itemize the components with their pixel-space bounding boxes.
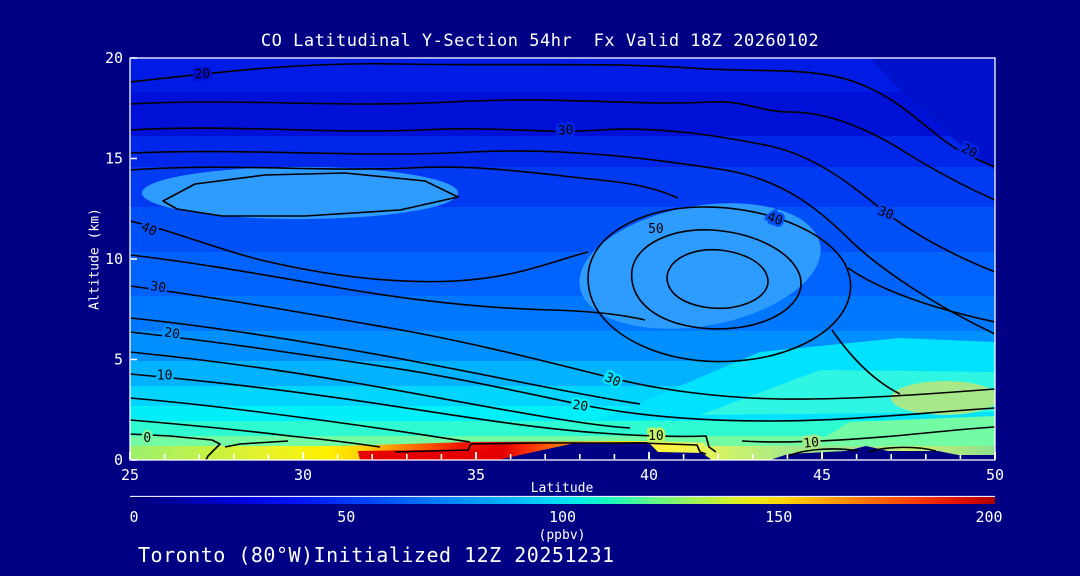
contour-line [741,426,995,443]
contour-line [847,267,995,323]
y-tick-label: 20 [105,49,123,67]
colorbar-tick-label: 100 [549,508,576,526]
chart-title: CO Latitudinal Y-Section 54hr Fx Valid 1… [260,31,820,51]
colorbar-unit-label: (ppbv) [538,528,586,543]
contour-line [130,397,471,443]
contour-label: 10 [648,429,664,444]
contour-line [831,329,901,395]
colorbar-tick-label: 150 [765,508,792,526]
contour-line [130,127,995,273]
colorbar-tick-label: 50 [337,508,355,526]
contour-line [630,229,802,330]
contour-line [130,373,717,453]
surface-red-core [358,449,505,460]
contour-label: 30 [149,279,167,296]
contour-label: 50 [648,222,664,237]
contour-line [130,150,995,335]
contour-line [130,99,995,201]
x-axis-label: Latitude [530,481,594,496]
x-tick-label: 35 [467,466,485,484]
y-tick-label: 15 [105,150,123,168]
x-tick-label: 25 [121,466,139,484]
contour-line [666,248,769,310]
contour-line [130,331,995,422]
contour-label: 20 [571,398,589,415]
contour-label: 30 [557,123,574,139]
colorbar-tick-label: 200 [975,508,1002,526]
contour-line [224,440,289,448]
y-tick-label: 10 [105,250,123,268]
x-tick-label: 45 [813,466,831,484]
contour-line [130,254,646,321]
x-tick-label: 40 [640,466,658,484]
contour-line [867,446,937,453]
contour-line [130,285,995,400]
y-tick-label: 0 [114,451,123,469]
fill-band [130,436,995,446]
x-tick-label: 50 [986,466,1004,484]
light-blue-patch-max [579,203,821,329]
contour-line [162,172,459,217]
contour-line [130,433,221,460]
contour-label: 20 [194,67,211,83]
plot-frame [129,57,996,461]
terrain-mask [497,442,712,460]
y-tick-label: 5 [114,351,123,369]
contour-line [130,166,679,199]
contour-label: 20 [163,325,181,342]
y-axis-label: Altitude (km) [87,208,103,310]
fill-band [130,58,995,92]
contour-line [394,442,707,455]
contour-line [130,317,641,405]
yellow-green-patch-right [891,381,995,415]
fill-band [130,296,995,331]
init-info-text: Toronto (80°W)Initialized 12Z 20251231 [138,543,615,567]
contour-line [130,351,631,429]
contour-line [787,448,859,457]
colorbar [130,497,995,504]
contour-line [130,62,995,168]
contour-label: 10 [803,435,820,452]
contour-label: 10 [157,369,173,384]
dark-upper-right-patch [870,58,995,170]
terrain-mask [770,446,995,460]
contour-label: 0 [143,431,151,446]
x-tick-label: 30 [294,466,312,484]
contour-line [130,220,589,283]
contour-line [587,206,852,363]
fill-band [130,421,995,436]
contour-line [130,419,381,448]
colorbar-tick-label: 0 [129,508,138,526]
